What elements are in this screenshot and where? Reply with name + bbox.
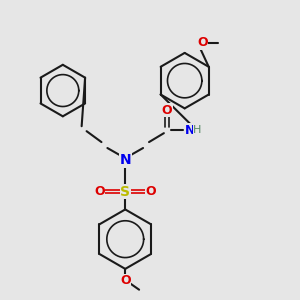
Text: H: H: [194, 125, 202, 135]
Text: O: O: [94, 185, 105, 198]
Text: N: N: [119, 153, 131, 167]
Text: O: O: [120, 274, 130, 287]
Text: O: O: [146, 185, 156, 198]
Text: O: O: [161, 104, 172, 117]
Text: O: O: [197, 37, 208, 50]
Text: N: N: [184, 124, 195, 137]
Text: S: S: [120, 184, 130, 199]
